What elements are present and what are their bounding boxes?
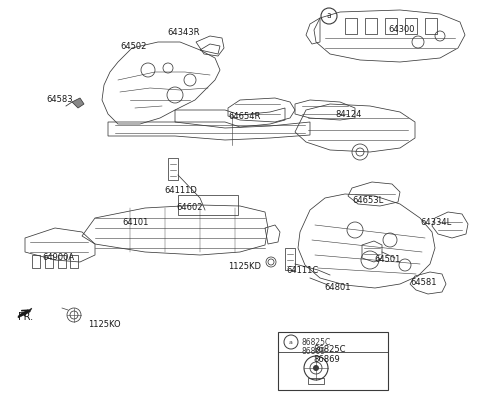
Text: 64111D: 64111D <box>164 186 197 195</box>
Text: 64343R: 64343R <box>167 28 200 37</box>
Text: 64502: 64502 <box>120 42 146 51</box>
Bar <box>425 18 437 34</box>
Text: 64101: 64101 <box>122 218 148 227</box>
Text: 84124: 84124 <box>335 110 361 119</box>
Text: 64501: 64501 <box>374 255 400 264</box>
Polygon shape <box>72 98 84 108</box>
Bar <box>178 195 238 215</box>
Bar <box>278 332 388 390</box>
Text: 64602: 64602 <box>176 203 203 212</box>
Text: 1125KO: 1125KO <box>88 320 120 329</box>
Polygon shape <box>18 308 32 318</box>
Text: 64581: 64581 <box>410 278 436 287</box>
Text: 64334L: 64334L <box>420 218 451 227</box>
Text: 1125KD: 1125KD <box>228 262 261 271</box>
Text: 64801: 64801 <box>324 283 350 292</box>
Text: 64300: 64300 <box>388 25 415 34</box>
Text: 64653L: 64653L <box>352 196 383 205</box>
Text: FR.: FR. <box>18 312 33 322</box>
Text: a: a <box>289 340 293 344</box>
Text: a: a <box>326 12 331 20</box>
Circle shape <box>313 365 319 371</box>
Text: 86869: 86869 <box>301 347 325 356</box>
Text: 86825C: 86825C <box>301 338 330 347</box>
Text: 86869: 86869 <box>313 355 340 364</box>
Bar <box>345 18 357 34</box>
Text: 64111C: 64111C <box>286 266 318 275</box>
Text: 64900A: 64900A <box>42 253 74 262</box>
Bar <box>365 18 377 34</box>
Bar <box>385 18 397 34</box>
Text: 64583: 64583 <box>46 95 72 104</box>
Bar <box>405 18 417 34</box>
Text: 86825C: 86825C <box>313 345 346 354</box>
Text: 64654R: 64654R <box>228 112 260 121</box>
